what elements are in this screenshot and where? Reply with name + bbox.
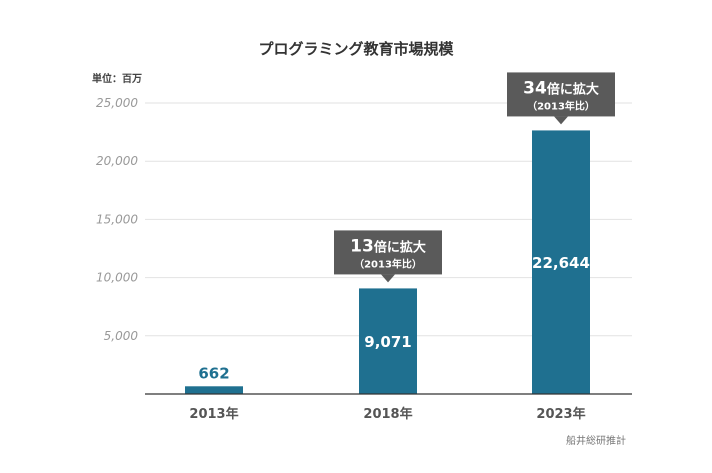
- callout-suffix: 倍に拡大: [547, 81, 599, 97]
- y-tick-label: 20,000: [96, 154, 138, 168]
- callout-note: （2013年比）: [527, 99, 595, 112]
- callout-multiple: 34: [523, 78, 547, 98]
- callout-note: （2013年比）: [354, 257, 422, 270]
- callout-box: [334, 230, 442, 275]
- callout-pointer: [381, 274, 395, 283]
- callout-headline: 34倍に拡大: [523, 78, 599, 98]
- y-tick-label: 25,000: [96, 96, 138, 110]
- y-tick-label: 15,000: [96, 212, 138, 226]
- callout-multiple: 13: [350, 236, 374, 256]
- bar-value-label: 22,644: [532, 254, 590, 272]
- callout-box: [507, 72, 615, 117]
- callout-headline: 13倍に拡大: [350, 236, 426, 256]
- y-tick-label: 5,000: [104, 329, 139, 343]
- callout-suffix: 倍に拡大: [374, 239, 426, 255]
- chart-title: プログラミング教育市場規模: [258, 40, 454, 58]
- bar-value-label: 9,071: [364, 333, 411, 351]
- bar-value-label: 662: [198, 364, 229, 382]
- x-category-label: 2023年: [536, 406, 585, 422]
- unit-label: 単位：百万: [92, 74, 142, 85]
- y-tick-label: 10,000: [96, 271, 138, 285]
- bar: [532, 130, 590, 395]
- source-label: 船井総研推計: [566, 436, 626, 447]
- callout-pointer: [554, 116, 568, 125]
- bar: [185, 386, 243, 394]
- x-category-label: 2013年: [189, 406, 238, 422]
- x-category-label: 2018年: [363, 406, 412, 422]
- bar: [359, 288, 417, 394]
